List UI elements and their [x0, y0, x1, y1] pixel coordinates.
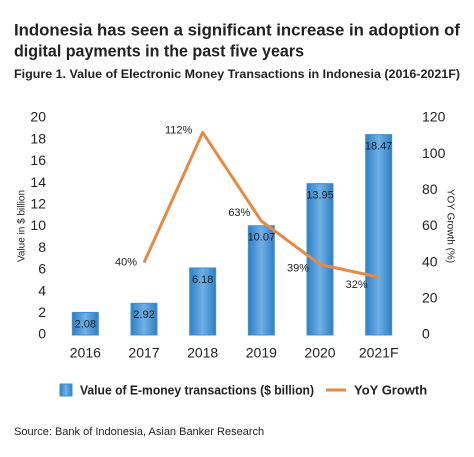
source: Source: Bank of Indonesia, Asian Banker …	[14, 426, 264, 438]
x-tick-label: 2016	[70, 345, 101, 361]
data-label: 2.92	[133, 309, 154, 321]
x-tick-label: 2018	[187, 345, 218, 361]
chart-title: digital payments in the past five years	[14, 41, 304, 60]
data-label: 40%	[115, 257, 137, 269]
legend-label: YoY Growth	[354, 382, 427, 397]
y2-tick-label: 60	[422, 217, 438, 233]
legend-label: Value of E-money transactions ($ billion…	[80, 382, 314, 397]
y-tick-label: 18	[30, 130, 46, 146]
data-label: 6.18	[192, 274, 213, 286]
data-label: 2.08	[75, 318, 96, 330]
x-tick-label: 2019	[246, 345, 277, 361]
data-label: 39%	[287, 262, 309, 274]
bar	[247, 225, 275, 336]
y-tick-label: 10	[30, 217, 46, 233]
data-label: 18.47	[365, 141, 393, 153]
y-tick-label: 6	[38, 261, 46, 277]
y-tick-label: 20	[30, 109, 46, 125]
y-tick-label: 4	[38, 282, 46, 298]
y2-tick-label: 40	[422, 253, 438, 269]
data-label: 32%	[346, 279, 368, 291]
y-axis-label: Value in $ billion	[17, 190, 28, 262]
y-tick-label: 12	[30, 196, 46, 212]
data-label: 112%	[165, 124, 193, 136]
chart-subtitle: Figure 1. Value of Electronic Money Tran…	[14, 67, 460, 81]
y-tick-label: 0	[38, 326, 46, 342]
data-label: 63%	[228, 207, 250, 219]
y2-tick-label: 0	[422, 326, 430, 342]
bar	[189, 267, 217, 336]
y2-tick-label: 120	[422, 109, 446, 125]
chart-title: Indonesia has seen a significant increas…	[14, 20, 460, 39]
x-tick-label: 2021F	[359, 345, 399, 361]
bar	[71, 311, 99, 336]
y-tick-label: 14	[30, 174, 46, 190]
x-tick-label: 2020	[304, 345, 335, 361]
y-tick-label: 16	[30, 152, 46, 168]
y2-axis-label: YOY Growth (%)	[444, 189, 455, 263]
line	[142, 130, 379, 279]
y-tick-label: 8	[38, 239, 46, 255]
y2-tick-label: 100	[422, 145, 446, 161]
y2-tick-label: 20	[422, 290, 438, 306]
legend-swatch	[59, 383, 73, 397]
bar	[130, 302, 158, 336]
y-tick-label: 2	[38, 304, 46, 320]
data-label: 13.95	[306, 190, 334, 202]
bar	[365, 134, 393, 336]
data-label: 10.07	[248, 232, 276, 244]
x-tick-label: 2017	[128, 345, 159, 361]
y2-tick-label: 80	[422, 181, 438, 197]
